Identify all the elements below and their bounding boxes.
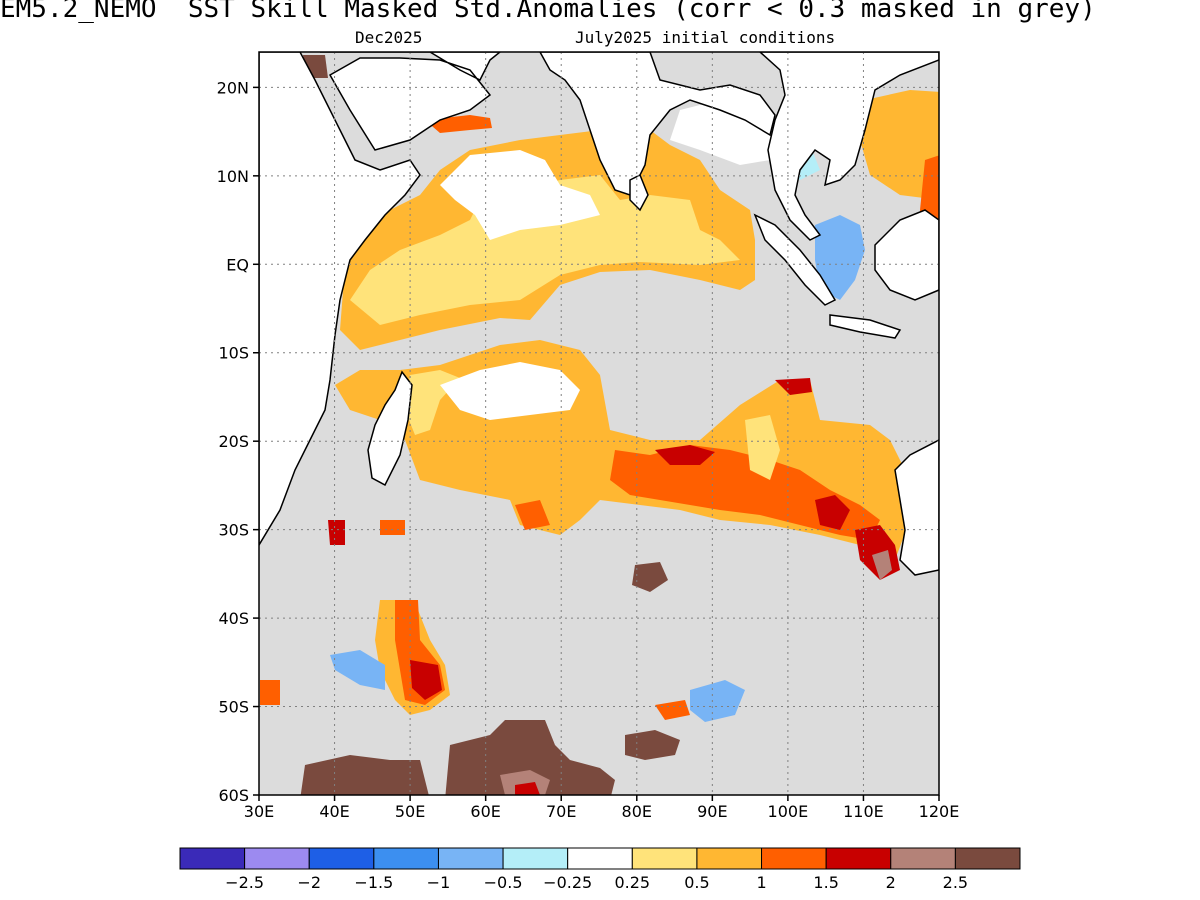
forecast-month: Dec2025 (355, 28, 423, 47)
lon-tick-label: 40E (319, 802, 349, 821)
lat-tick-label: 10N (217, 167, 249, 186)
lon-tick-label: 30E (244, 802, 274, 821)
lon-tick-label: 50E (395, 802, 425, 821)
anomaly-region-small-red-w3 (260, 680, 280, 705)
land-java (829, 314, 902, 339)
land-africa (259, 52, 421, 547)
colorbar-swatch (631, 847, 698, 870)
colorbar-swatch (502, 847, 569, 870)
anomaly-region-so-kerguelen-red (655, 700, 690, 720)
anomaly-region-red-sw (515, 500, 550, 530)
anomaly-region-so-red-small (515, 782, 540, 795)
colorbar-label: 1.5 (813, 873, 838, 892)
colorbar-swatch (373, 847, 439, 870)
lat-tick-label: 30S (218, 521, 249, 540)
lat-tick-label: EQ (226, 255, 249, 274)
lon-tick-label: 80E (622, 802, 652, 821)
map-frame (258, 51, 940, 796)
colorbar-label: −0.5 (484, 873, 523, 892)
lon-tick-label: 60E (470, 802, 500, 821)
anomaly-region-light-west-au (745, 415, 780, 480)
anomaly-region-small-red-w (328, 520, 345, 545)
anomaly-region-brown-sw (632, 562, 668, 592)
anomaly-region-scs (860, 90, 939, 200)
colorbar-swatch (890, 847, 956, 870)
colorbar: −2.5 −2 −1.5 −1 −0.5 −0.25 0.25 0.5 1 1.5 2 2.5 (179, 847, 1021, 892)
grid-lines (259, 52, 939, 795)
lat-tick-label: 20S (218, 432, 249, 451)
colorbar-swatch (567, 847, 633, 870)
lon-tick-label: 110E (843, 802, 884, 821)
colorbar-label: 0.5 (684, 873, 709, 892)
anomaly-region-so-brown-3 (625, 730, 680, 760)
lat-tick-label: 40S (218, 609, 249, 628)
land-australia (894, 439, 939, 576)
lat-tick-label: 50S (218, 698, 249, 717)
initial-conditions: July2025 initial conditions (575, 28, 836, 47)
colorbar-label: 1 (756, 873, 766, 892)
colorbar-swatch (308, 847, 375, 870)
anomaly-region-light-north (350, 175, 740, 325)
lat-tick-label: 10S (218, 344, 249, 363)
anomaly-region-red-belt (610, 445, 880, 540)
colorbar-swatch (244, 847, 310, 870)
lon-tick-label: 90E (697, 802, 727, 821)
map-field (259, 52, 939, 795)
anomaly-region-small-red-w2 (380, 520, 405, 535)
land-madagascar (367, 370, 413, 487)
land-borneo (874, 209, 939, 301)
anomaly-region-so-brown-1 (300, 755, 429, 795)
anomaly-region-darkred-4 (775, 378, 812, 395)
anomaly-region-brown-au (872, 550, 892, 580)
colorbar-label: −1 (427, 873, 451, 892)
plot-title: EM5.2_NEMO SST Skill Masked Std.Anomalie… (0, 0, 1096, 24)
anomaly-region-so-crozet-blue (330, 650, 385, 690)
land-se-asia (758, 52, 939, 241)
colorbar-label: 0.25 (614, 873, 650, 892)
colorbar-swatch (825, 847, 892, 870)
colorbar-swatch (179, 847, 246, 870)
colorbar-label: −2 (297, 873, 321, 892)
lat-tick-label: 60S (218, 786, 249, 805)
colorbar-swatch (761, 847, 827, 870)
land-sumatra (753, 213, 837, 306)
lat-tick-label: 20N (217, 78, 249, 97)
lon-tick-label: 100E (768, 802, 809, 821)
colorbar-label: −0.25 (543, 873, 592, 892)
anomaly-region-indonesia-blue (815, 215, 865, 300)
lon-tick-label: 120E (919, 802, 960, 821)
colorbar-swatch (696, 847, 763, 870)
colorbar-label: 2.5 (943, 873, 968, 892)
colorbar-label: −1.5 (354, 873, 393, 892)
colorbar-swatch (954, 847, 1021, 870)
anomaly-region-neutral-north (440, 150, 600, 240)
anomaly-region-so-crozet-dred (410, 660, 442, 700)
colorbar-label: 2 (886, 873, 896, 892)
colorbar-swatch (437, 847, 504, 870)
lon-tick-label: 70E (546, 802, 576, 821)
colorbar-label: −2.5 (225, 873, 264, 892)
anomaly-region-so-kerguelen-blue (690, 680, 745, 722)
anomaly-region-darkred-1 (655, 445, 715, 465)
anomaly-region-so-brown-2 (445, 720, 615, 795)
anomaly-region-white-south (440, 362, 580, 420)
anomaly-region-darkred-2 (815, 495, 850, 530)
